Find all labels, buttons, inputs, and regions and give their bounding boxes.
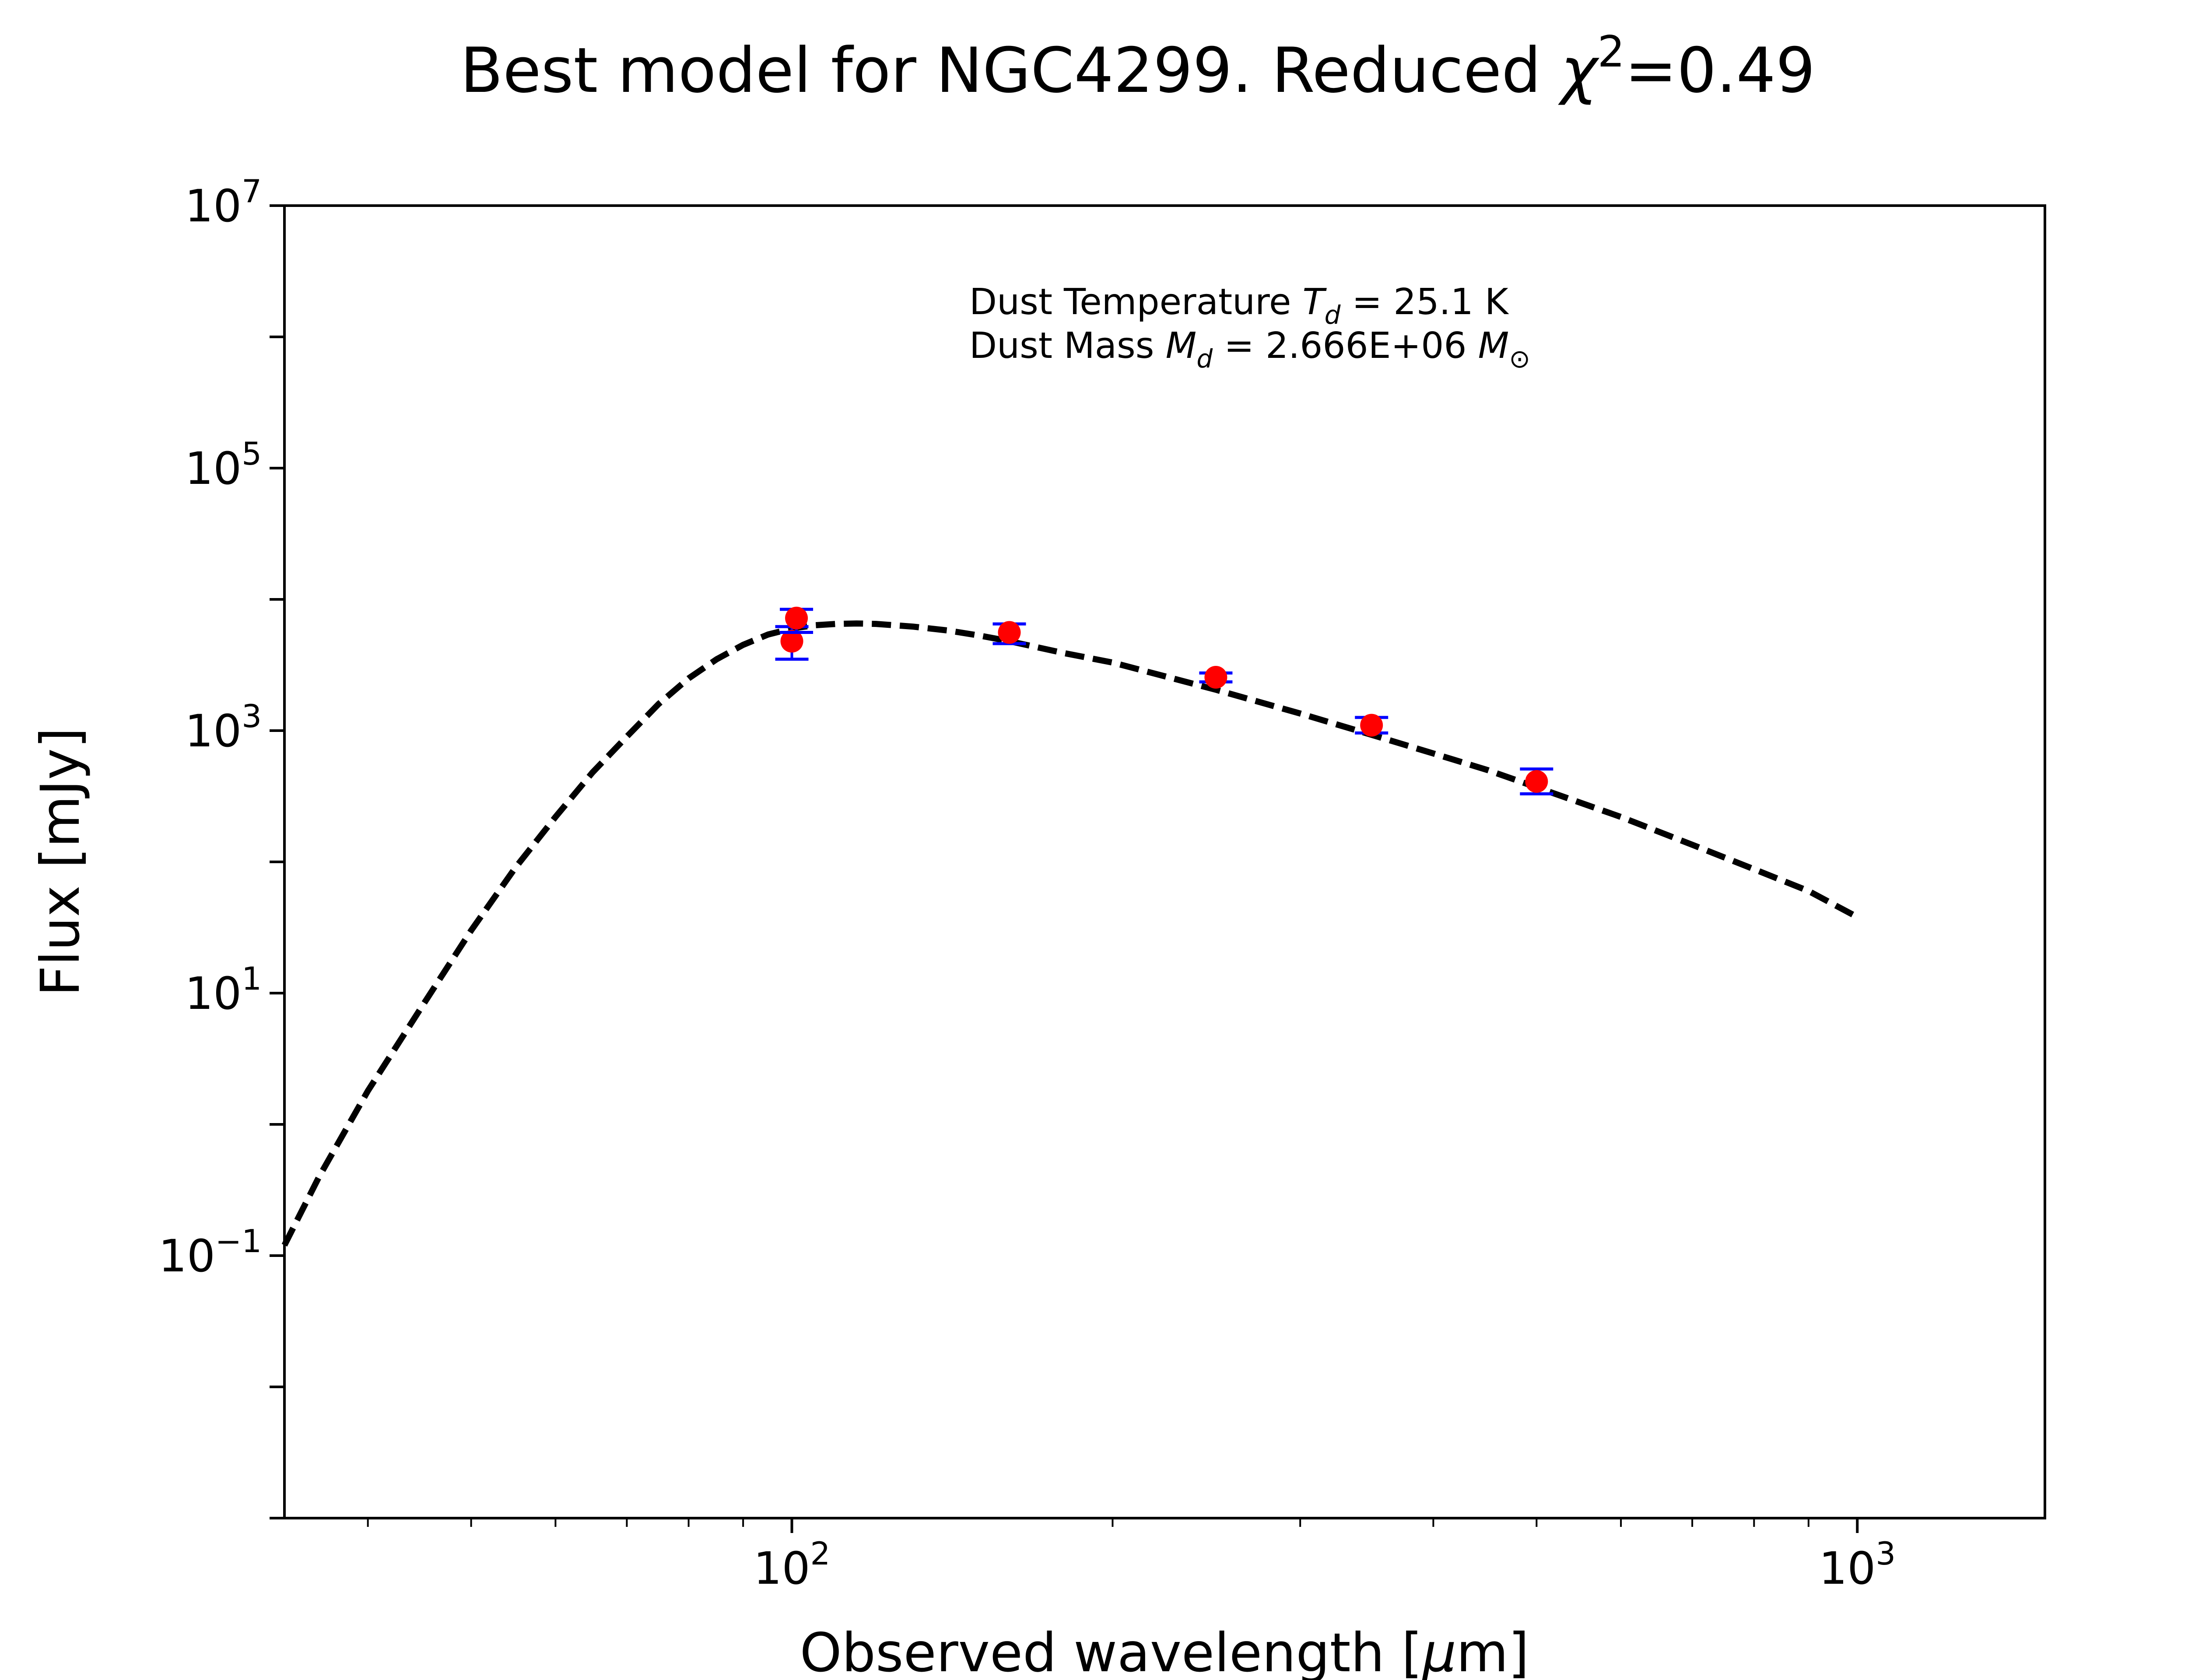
x-axis-ticks: 102 103 <box>367 1518 1896 1595</box>
y-tick-base: 10 <box>185 968 242 1020</box>
x-tick-exponent: 3 <box>1876 1535 1896 1572</box>
y-tick-label: 105 <box>185 435 262 495</box>
x-tick-base: 10 <box>754 1543 810 1595</box>
y-tick-exponent: 7 <box>242 173 262 210</box>
y-tick-base: 10 <box>158 1230 215 1282</box>
x-axis-label: Observed wavelength [μm] <box>800 1622 1529 1680</box>
data-point <box>1204 666 1227 689</box>
y-tick-label: 107 <box>185 173 262 232</box>
y-tick-label: 10−1 <box>158 1223 262 1282</box>
y-tick-exponent: 5 <box>242 435 262 472</box>
y-tick-label: 101 <box>185 960 262 1020</box>
chart-title: Best model for NGC4299. Reduced χ2=0.49 <box>460 27 1815 107</box>
data-point <box>1360 714 1383 737</box>
annotation-dust-mass: Dust Mass Md = 2.666E+06 M⊙ <box>969 325 1530 374</box>
x-tick-base: 10 <box>1819 1543 1876 1595</box>
x-tick-exponent: 2 <box>810 1535 831 1572</box>
observed-flux-points <box>775 606 1553 795</box>
data-point <box>785 606 808 630</box>
y-tick-base: 10 <box>185 443 242 495</box>
chi-superscript: 2 <box>1598 27 1625 77</box>
annotation-dust-temperature: Dust Temperature Td = 25.1 K <box>969 281 1509 330</box>
y-tick-exponent: 1 <box>242 960 262 997</box>
y-tick-exponent: −1 <box>215 1223 262 1260</box>
y-tick-label: 103 <box>185 698 262 757</box>
y-tick-exponent: 3 <box>242 698 262 735</box>
chi-symbol: χ <box>1558 35 1600 107</box>
plot-frame <box>283 204 2046 1519</box>
y-tick-base: 10 <box>185 180 242 232</box>
data-point <box>998 621 1021 644</box>
y-tick-base: 10 <box>185 705 242 757</box>
data-point <box>1525 770 1548 793</box>
x-tick-label: 103 <box>1819 1535 1896 1595</box>
model-sed-curve <box>281 620 1859 1247</box>
x-tick-label: 102 <box>754 1535 831 1595</box>
y-axis-label: Flux [mJy] <box>29 728 91 997</box>
data-point <box>780 630 803 653</box>
